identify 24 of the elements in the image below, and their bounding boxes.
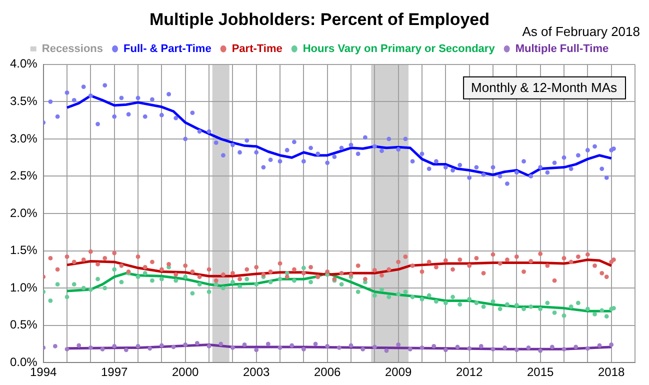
- y-tick-label: 0.5%: [10, 318, 38, 332]
- legend-label: Part-Time: [232, 42, 282, 55]
- legend-label: Multiple Full-Time: [515, 42, 609, 55]
- y-tick-label: 1.5%: [10, 243, 38, 258]
- x-tick-label: 2018: [598, 365, 626, 380]
- x-tick-label: 2009: [384, 365, 412, 380]
- x-tick-label: 2003: [242, 365, 270, 380]
- y-tick-label: 3.0%: [10, 131, 38, 146]
- legend-label: Full- & Part-Time: [124, 42, 212, 55]
- x-tick-label: 2015: [526, 365, 554, 380]
- legend-label: Recessions: [42, 42, 104, 55]
- annotation: Monthly & 12-Month MAs: [471, 80, 618, 95]
- y-tick-label: 2.0%: [10, 206, 38, 220]
- y-tick-label: 3.5%: [10, 94, 38, 108]
- x-tick-label: 2006: [314, 365, 342, 380]
- text: As of February 2018: [522, 24, 640, 40]
- x-tick-label: 2000: [172, 365, 200, 380]
- chart-title: Multiple Jobholders: Percent of Employed: [149, 10, 490, 29]
- x-tick-label: 1997: [101, 365, 128, 380]
- x-tick-label: 2012: [456, 365, 484, 380]
- y-tick-label: 4.0%: [10, 56, 38, 71]
- y-tick-label: 1.0%: [10, 280, 38, 294]
- y-tick-label: 2.5%: [10, 168, 38, 183]
- legend-label: Hours Vary on Primary or Secondary: [302, 42, 496, 55]
